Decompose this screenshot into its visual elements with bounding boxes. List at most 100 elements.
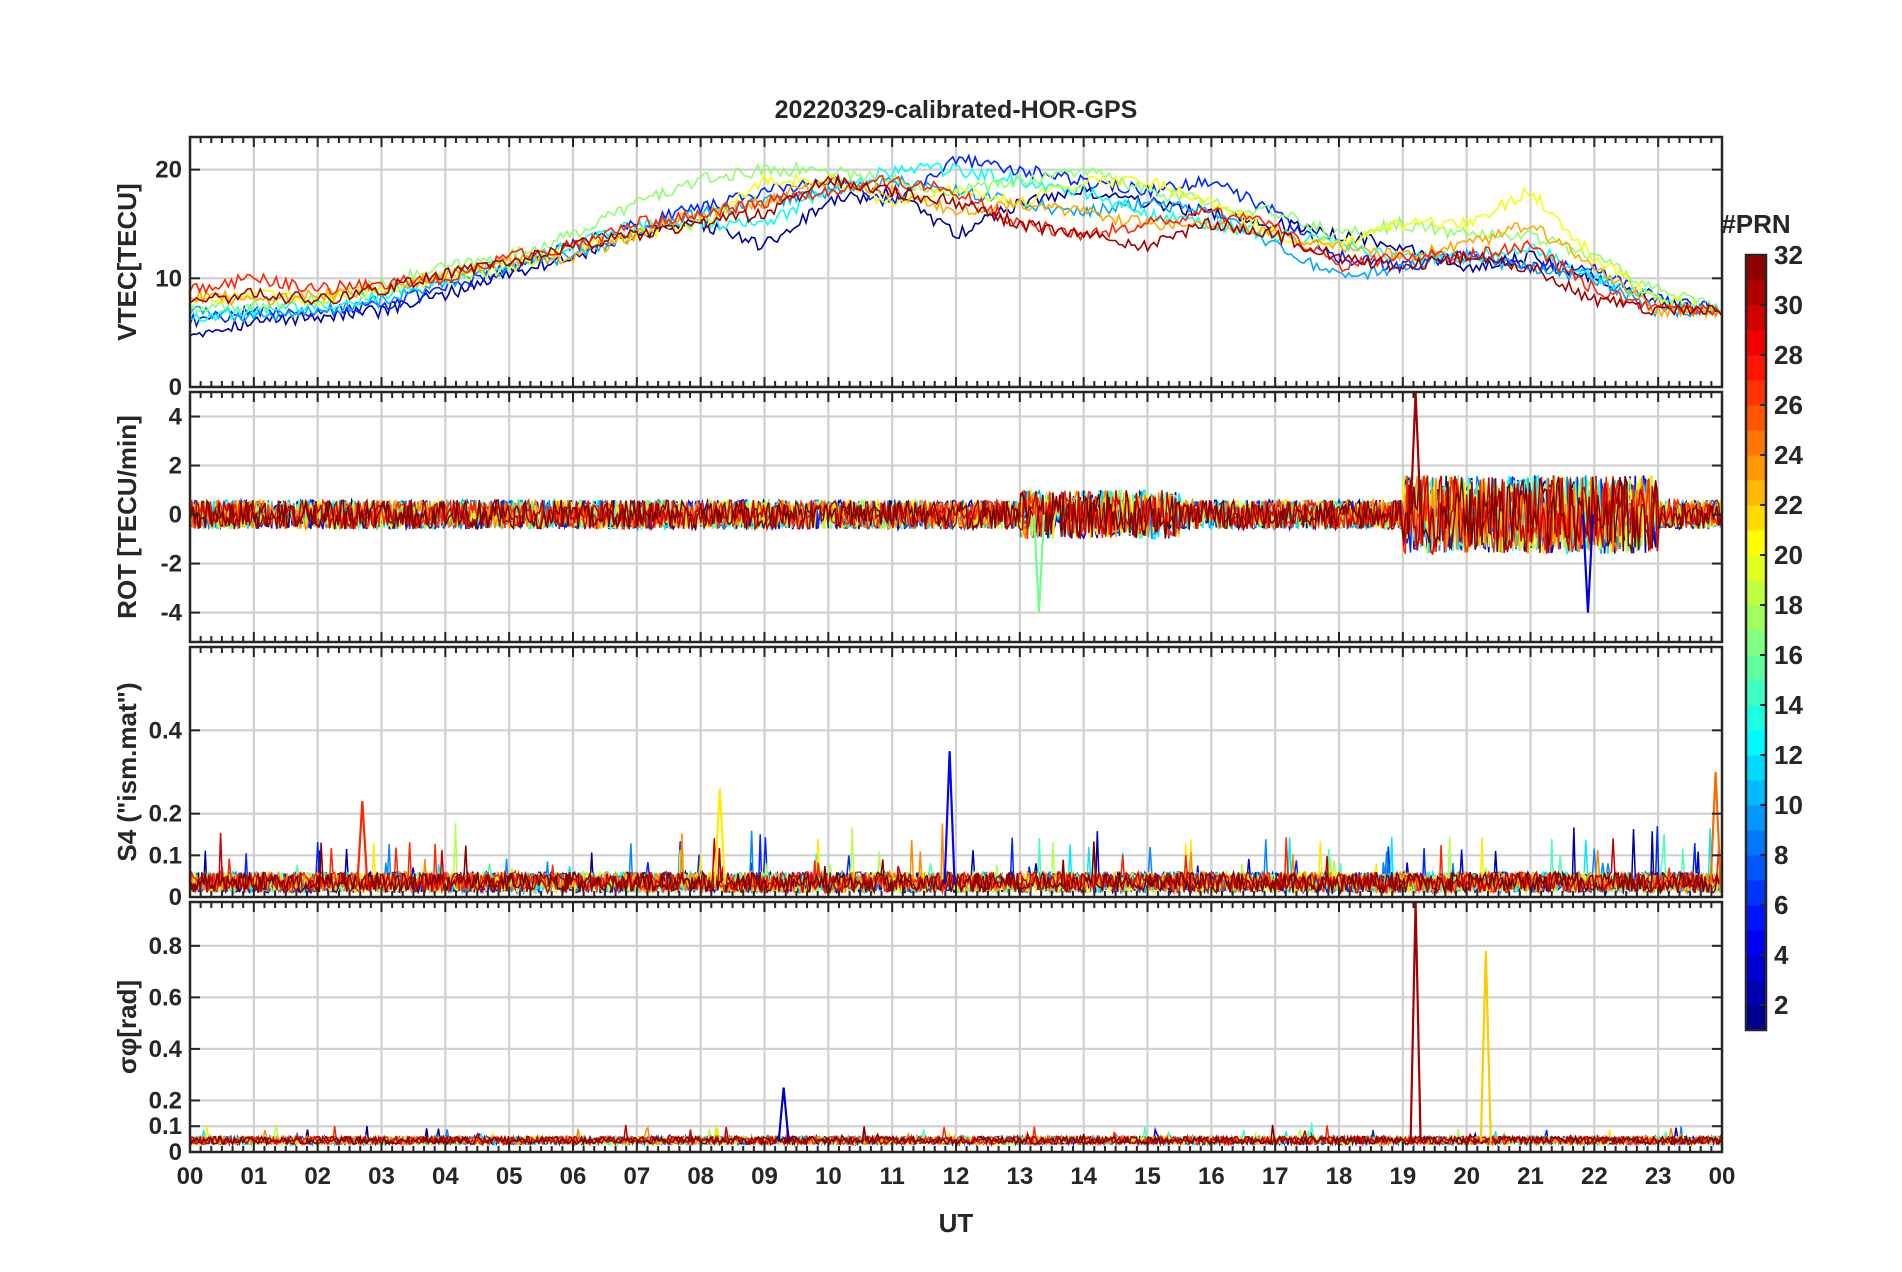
y-tick-label: 0.4 bbox=[149, 717, 183, 744]
colorbar-segment bbox=[1746, 630, 1766, 656]
colorbar-segment bbox=[1746, 930, 1766, 956]
colorbar-segment bbox=[1746, 380, 1766, 406]
x-tick-label: 07 bbox=[623, 1163, 650, 1190]
colorbar-segment bbox=[1746, 480, 1766, 506]
sigma_phi-series bbox=[190, 902, 1722, 1148]
sigma_phi-peak bbox=[777, 1087, 790, 1142]
vtec-grid bbox=[190, 137, 1722, 389]
x-tick-label: 12 bbox=[943, 1163, 970, 1190]
colorbar-segment bbox=[1746, 955, 1766, 981]
x-tick-label: 02 bbox=[304, 1163, 331, 1190]
y-tick-label: 20 bbox=[155, 157, 182, 184]
vtec-series-line bbox=[190, 183, 1722, 338]
y-tick-label: 10 bbox=[155, 265, 182, 292]
y-tick-label: 0 bbox=[169, 374, 182, 401]
y-tick-label: 0.1 bbox=[149, 1113, 182, 1140]
x-tick-label: 13 bbox=[1006, 1163, 1033, 1190]
panel-s4: 0 0.1 0.2 0.4 S4 ("ism.mat") bbox=[112, 645, 1724, 911]
colorbar-tick-label: 16 bbox=[1774, 640, 1803, 670]
panel-rot: -4 -2 0 2 4 ROT [TECU/min] bbox=[112, 390, 1724, 644]
colorbar-tick-label: 22 bbox=[1774, 490, 1803, 520]
colorbar-segment bbox=[1746, 905, 1766, 931]
colorbar-segment bbox=[1746, 705, 1766, 731]
vtec-x-ticks bbox=[189, 137, 1723, 387]
colorbar-title: #PRN bbox=[1721, 209, 1790, 239]
y-tick-label: 0 bbox=[169, 1139, 182, 1166]
rot-series-line bbox=[190, 475, 1722, 554]
colorbar-segment bbox=[1746, 880, 1766, 906]
s4-peak bbox=[943, 751, 956, 885]
s4-peak bbox=[713, 788, 726, 885]
x-tick-label: 05 bbox=[496, 1163, 523, 1190]
vtec-series-line bbox=[190, 173, 1722, 317]
y-tick-label: 0 bbox=[169, 884, 182, 911]
sigma_phi-grid bbox=[190, 902, 1722, 1154]
colorbar-segment bbox=[1746, 455, 1766, 481]
colorbar-segment bbox=[1746, 255, 1766, 281]
rot-peak bbox=[1032, 514, 1046, 613]
sigma_phi-y-label: σφ[rad] bbox=[112, 980, 142, 1074]
x-axis-label: UT bbox=[939, 1208, 974, 1238]
s4-x-ticks bbox=[189, 647, 1723, 897]
x-tick-label: 15 bbox=[1134, 1163, 1161, 1190]
y-tick-label: 2 bbox=[169, 453, 182, 480]
x-tick-label: 17 bbox=[1262, 1163, 1289, 1190]
vtec-series-line bbox=[190, 160, 1722, 316]
x-tick-label: 20 bbox=[1453, 1163, 1480, 1190]
x-tick-label: 06 bbox=[560, 1163, 587, 1190]
y-tick-label: 0.2 bbox=[149, 1087, 182, 1114]
colorbar-frame bbox=[1744, 253, 1768, 1032]
colorbar-segment bbox=[1746, 680, 1766, 706]
colorbar-segment bbox=[1746, 655, 1766, 681]
colorbar-segment bbox=[1746, 555, 1766, 581]
y-tick-label: 0 bbox=[169, 502, 182, 529]
colorbar-segment bbox=[1746, 505, 1766, 531]
colorbar-tick-label: 6 bbox=[1774, 890, 1788, 920]
x-tick-label: 14 bbox=[1070, 1163, 1097, 1190]
colorbar-segment bbox=[1746, 1005, 1766, 1031]
colorbar-segment bbox=[1746, 430, 1766, 456]
colorbar-segment bbox=[1746, 280, 1766, 306]
colorbar-segment bbox=[1746, 780, 1766, 806]
colorbar-segment bbox=[1746, 580, 1766, 606]
x-tick-label: 01 bbox=[240, 1163, 267, 1190]
colorbar-tick-label: 8 bbox=[1774, 840, 1788, 870]
s4-series-line bbox=[190, 832, 1722, 895]
vtec-series-line bbox=[190, 172, 1722, 316]
y-tick-label: 4 bbox=[169, 404, 183, 431]
s4-grid bbox=[190, 647, 1722, 899]
colorbar-tick-label: 10 bbox=[1774, 790, 1803, 820]
y-tick-label: 0.4 bbox=[149, 1036, 183, 1063]
colorbar-segment bbox=[1746, 605, 1766, 631]
colorbar-tick-label: 30 bbox=[1774, 290, 1803, 320]
x-tick-label: 04 bbox=[432, 1163, 459, 1190]
rot-x-ticks bbox=[189, 392, 1723, 642]
colorbar-segment bbox=[1746, 830, 1766, 856]
colorbar-tick-label: 4 bbox=[1774, 940, 1789, 970]
chart-title: 20220329-calibrated-HOR-GPS bbox=[775, 96, 1138, 124]
colorbar-tick-label: 2 bbox=[1774, 990, 1788, 1020]
x-tick-label: 11 bbox=[879, 1163, 904, 1190]
sigma_phi-peak bbox=[1479, 950, 1492, 1142]
y-tick-label: -4 bbox=[161, 600, 183, 627]
panel-vtec: 0 10 20 VTEC[TECU] bbox=[112, 135, 1724, 401]
x-tick-label: 00 bbox=[1709, 1163, 1736, 1190]
y-tick-label: -2 bbox=[161, 551, 182, 578]
y-tick-label: 0.1 bbox=[149, 842, 182, 869]
vtec-series-line bbox=[190, 162, 1722, 323]
vtec-series bbox=[190, 153, 1722, 338]
x-tick-label: 08 bbox=[687, 1163, 714, 1190]
colorbar-segment bbox=[1746, 530, 1766, 556]
colorbar-tick-label: 20 bbox=[1774, 540, 1803, 570]
colorbar-tick-label: 28 bbox=[1774, 340, 1803, 370]
sigma_phi-peak bbox=[1409, 902, 1422, 1142]
x-tick-label: 22 bbox=[1581, 1163, 1608, 1190]
sigma_phi-x-ticks bbox=[189, 902, 1723, 1152]
s4-y-label: S4 ("ism.mat") bbox=[112, 682, 142, 861]
colorbar-tick-label: 24 bbox=[1774, 440, 1803, 470]
y-tick-label: 0.8 bbox=[149, 933, 182, 960]
rot-y-label: ROT [TECU/min] bbox=[112, 415, 142, 619]
colorbar-segment bbox=[1746, 855, 1766, 881]
